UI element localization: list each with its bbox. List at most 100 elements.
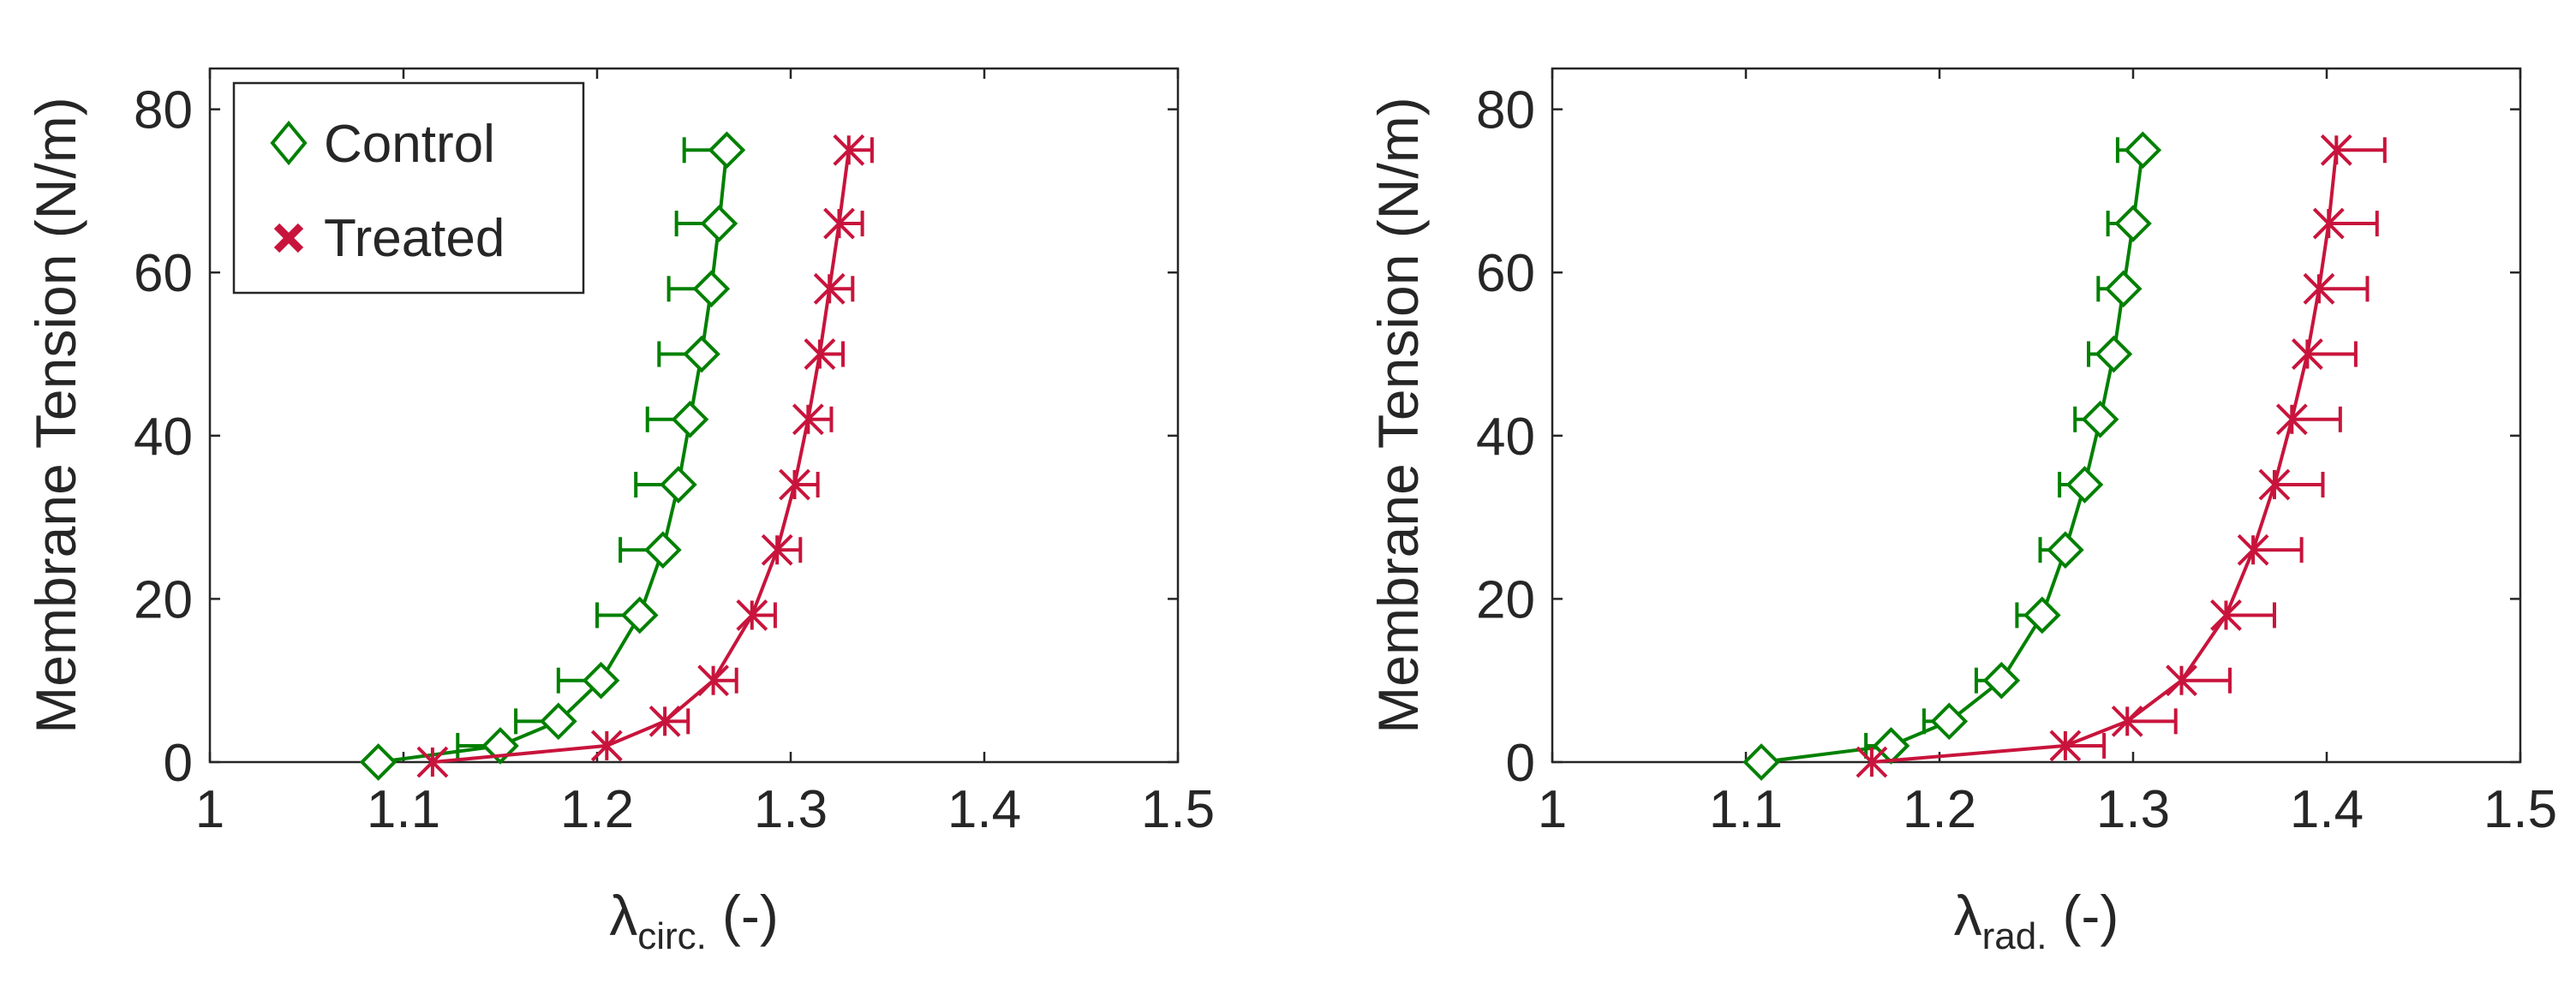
x-axis-label-units: (-) (2062, 884, 2119, 947)
y-axis-label: Membrane Tension (N/m) (1366, 97, 1430, 733)
series-treated (1856, 134, 2387, 778)
legend-diamond-icon (270, 120, 308, 166)
x-axis-label-symbol: λ (1954, 884, 1982, 947)
data-point-diamond (620, 596, 659, 634)
x-tick-label: 1.4 (947, 780, 1021, 839)
data-point-diamond (539, 702, 577, 741)
data-point-diamond (1930, 702, 1969, 741)
data-point-diamond (2114, 205, 2152, 242)
x-tick-label: 1.1 (367, 780, 440, 839)
data-point-diamond (2023, 596, 2061, 634)
plot-area-frame (1551, 67, 2522, 764)
data-point-asterisk (823, 207, 855, 240)
data-point-diamond (1982, 661, 2021, 700)
data-point-diamond (2065, 466, 2104, 503)
x-axis-label-subscript: rad. (1982, 915, 2047, 957)
x-axis-label: λrad. (-) (1954, 884, 2119, 957)
chart-panel-radial: 1 1.1 1.2 1.3 1.4 1.5 0 20 40 60 80 Membrane Tens… (1366, 67, 2557, 957)
legend: Control Treated (232, 81, 585, 295)
series-control (1742, 131, 2162, 781)
x-tick-label: 1.3 (2096, 780, 2170, 839)
data-point-diamond (683, 335, 720, 373)
data-point-asterisk (590, 730, 623, 762)
data-point-diamond (700, 205, 738, 242)
data-point-asterisk (2237, 533, 2269, 566)
series-treated (416, 134, 874, 778)
data-point-asterisk (2303, 272, 2335, 305)
x-tick-label: 1.4 (2290, 780, 2364, 839)
x-tick-label: 1.1 (1709, 780, 1783, 839)
data-point-diamond (582, 661, 620, 700)
legend-cross-icon (273, 223, 304, 253)
y-tick-labels: 0 20 40 60 80 (134, 81, 193, 793)
axis-ticks (208, 69, 1180, 764)
data-point-diamond (671, 400, 709, 438)
data-point-asterisk (2320, 134, 2352, 166)
legend-item-treated: Treated (273, 209, 505, 268)
data-point-asterisk (2111, 705, 2143, 737)
x-tick-labels: 1 1.1 1.2 1.3 1.4 1.5 (195, 780, 1215, 839)
data-point-asterisk (2291, 338, 2323, 370)
y-tick-label: 60 (1476, 244, 1535, 303)
data-point-diamond (2104, 270, 2143, 308)
series-control (359, 131, 746, 781)
y-tick-label: 20 (134, 570, 193, 629)
y-tick-label: 40 (134, 408, 193, 467)
series-layer (359, 131, 874, 781)
x-tick-label: 1.5 (1141, 780, 1215, 839)
y-tick-label: 0 (164, 734, 193, 793)
x-tick-label: 1.3 (754, 780, 828, 839)
data-point-diamond (1742, 743, 1780, 781)
legend-item-control: Control (270, 115, 495, 174)
data-point-asterisk (1856, 746, 1888, 778)
data-point-asterisk (2312, 207, 2345, 240)
data-point-asterisk (736, 599, 768, 631)
y-tick-label: 80 (134, 81, 193, 140)
data-point-diamond (708, 131, 746, 170)
data-point-asterisk (833, 134, 865, 166)
y-tick-labels: 0 20 40 60 80 (1476, 81, 1535, 793)
data-point-asterisk (779, 468, 810, 501)
legend-label-treated: Treated (324, 209, 505, 268)
y-tick-label: 80 (1476, 81, 1535, 140)
y-axis-label: Membrane Tension (N/m) (24, 97, 87, 733)
chart-panel-circumferential: 1 1.1 1.2 1.3 1.4 1.5 0 20 40 60 80 Membrane Tens… (24, 67, 1215, 957)
data-point-asterisk (2275, 403, 2308, 436)
data-point-asterisk (416, 746, 449, 778)
x-tick-label: 1.2 (1903, 780, 1976, 839)
y-tick-label: 60 (134, 244, 193, 303)
x-tick-labels: 1 1.1 1.2 1.3 1.4 1.5 (1538, 780, 2557, 839)
x-tick-label: 1.5 (2483, 780, 2557, 839)
legend-label-control: Control (324, 115, 495, 174)
data-point-asterisk (2258, 468, 2291, 501)
data-point-diamond (2095, 335, 2133, 373)
x-axis-label-subscript: circ. (637, 915, 707, 957)
x-tick-label: 1 (195, 780, 224, 839)
data-point-diamond (2124, 131, 2162, 170)
x-axis-label-symbol: λ (609, 884, 637, 947)
data-point-asterisk (697, 664, 730, 697)
y-tick-label: 20 (1476, 570, 1535, 629)
data-point-diamond (660, 466, 697, 503)
data-point-diamond (359, 743, 397, 781)
y-tick-label: 0 (1506, 734, 1535, 793)
data-point-asterisk (648, 705, 681, 737)
data-point-asterisk (761, 533, 793, 566)
data-point-asterisk (813, 272, 846, 305)
legend-box (232, 81, 585, 295)
data-point-asterisk (2166, 664, 2197, 697)
x-tick-label: 1 (1538, 780, 1567, 839)
data-point-diamond (2047, 531, 2084, 569)
data-point-asterisk (792, 403, 824, 436)
data-point-diamond (2081, 400, 2119, 438)
x-axis-label-units: (-) (722, 884, 779, 947)
x-tick-label: 1.2 (560, 780, 634, 839)
data-point-asterisk (804, 338, 836, 370)
data-point-asterisk (2049, 730, 2082, 762)
y-tick-label: 40 (1476, 408, 1535, 467)
data-point-diamond (692, 270, 731, 308)
data-point-diamond (644, 531, 682, 569)
x-axis-label: λcirc. (-) (609, 884, 779, 957)
series-layer (1742, 131, 2387, 781)
